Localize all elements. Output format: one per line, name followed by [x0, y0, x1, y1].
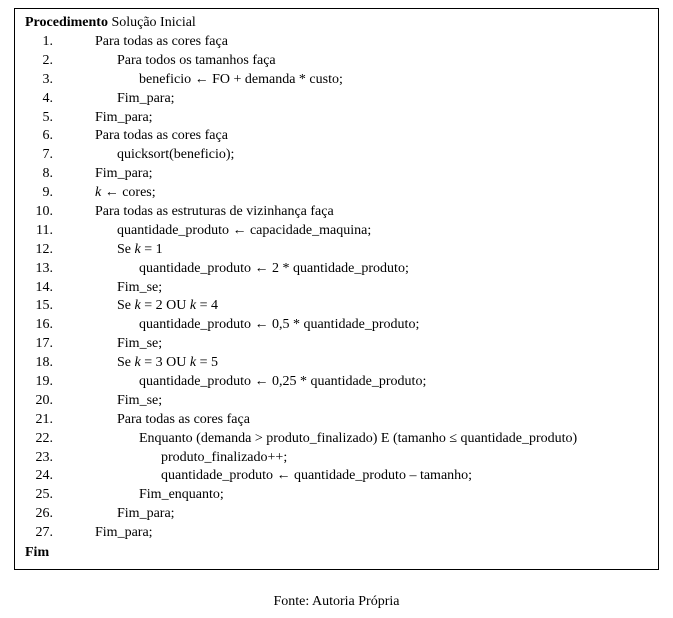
code-text: Para todas as cores faça [81, 411, 648, 430]
line-number: 14. [25, 279, 81, 298]
line-number: 20. [25, 392, 81, 411]
code-row: 25.Fim_enquanto; [25, 486, 648, 505]
line-number: 22. [25, 430, 81, 449]
code-row: 10.Para todas as estruturas de vizinhanç… [25, 203, 648, 222]
line-number: 15. [25, 297, 81, 316]
code-row: 6.Para todas as cores faça [25, 127, 648, 146]
code-text: Fim_enquanto; [81, 486, 648, 505]
line-number: 27. [25, 524, 81, 543]
code-text: quantidade_produto ← 2 * quantidade_prod… [81, 260, 648, 279]
line-number: 12. [25, 241, 81, 260]
code-row: 21.Para todas as cores faça [25, 411, 648, 430]
line-number: 18. [25, 354, 81, 373]
line-number: 16. [25, 316, 81, 335]
code-row: 18.Se k = 3 OU k = 5 [25, 354, 648, 373]
code-row: 23.produto_finalizado++; [25, 449, 648, 468]
code-row: 14.Fim_se; [25, 279, 648, 298]
code-text: Fim_para; [81, 90, 648, 109]
line-number: 9. [25, 184, 81, 203]
code-text: quantidade_produto ← capacidade_maquina; [81, 222, 648, 241]
line-number: 2. [25, 52, 81, 71]
header-line: Procedimento Solução Inicial [25, 15, 648, 31]
pseudocode-box: Procedimento Solução Inicial 1.Para toda… [14, 8, 659, 570]
line-number: 1. [25, 33, 81, 52]
header-keyword: Procedimento [25, 15, 108, 30]
code-text: quicksort(beneficio); [81, 146, 648, 165]
code-row: 5.Fim_para; [25, 109, 648, 128]
code-row: 8.Fim_para; [25, 165, 648, 184]
code-row: 4.Fim_para; [25, 90, 648, 109]
code-row: 13.quantidade_produto ← 2 * quantidade_p… [25, 260, 648, 279]
line-number: 24. [25, 467, 81, 486]
code-row: 19.quantidade_produto ← 0,25 * quantidad… [25, 373, 648, 392]
code-row: 24.quantidade_produto ← quantidade_produ… [25, 467, 648, 486]
line-number: 5. [25, 109, 81, 128]
code-text: k ← cores; [81, 184, 648, 203]
code-text: Para todas as estruturas de vizinhança f… [81, 203, 648, 222]
footer-keyword: Fim [25, 545, 648, 561]
code-text: Enquanto (demanda > produto_finalizado) … [81, 430, 648, 449]
code-text: quantidade_produto ← quantidade_produto … [81, 467, 648, 486]
line-number: 13. [25, 260, 81, 279]
code-row: 7.quicksort(beneficio); [25, 146, 648, 165]
code-row: 20.Fim_se; [25, 392, 648, 411]
code-row: 3.beneficio ← FO + demanda * custo; [25, 71, 648, 90]
code-row: 9.k ← cores; [25, 184, 648, 203]
code-row: 15.Se k = 2 OU k = 4 [25, 297, 648, 316]
code-row: 26.Fim_para; [25, 505, 648, 524]
code-lines: 1.Para todas as cores faça2.Para todos o… [25, 33, 648, 543]
code-row: 2.Para todos os tamanhos faça [25, 52, 648, 71]
code-text: Se k = 2 OU k = 4 [81, 297, 648, 316]
code-text: Fim_para; [81, 505, 648, 524]
code-text: quantidade_produto ← 0,5 * quantidade_pr… [81, 316, 648, 335]
code-row: 27.Fim_para; [25, 524, 648, 543]
line-number: 6. [25, 127, 81, 146]
header-title: Solução Inicial [111, 15, 195, 30]
code-row: 1.Para todas as cores faça [25, 33, 648, 52]
code-row: 16.quantidade_produto ← 0,5 * quantidade… [25, 316, 648, 335]
line-number: 23. [25, 449, 81, 468]
line-number: 25. [25, 486, 81, 505]
code-text: beneficio ← FO + demanda * custo; [81, 71, 648, 90]
line-number: 11. [25, 222, 81, 241]
code-row: 12.Se k = 1 [25, 241, 648, 260]
code-text: Fim_se; [81, 335, 648, 354]
code-text: Para todos os tamanhos faça [81, 52, 648, 71]
code-text: Fim_para; [81, 109, 648, 128]
code-text: Fim_se; [81, 279, 648, 298]
code-text: Para todas as cores faça [81, 33, 648, 52]
line-number: 26. [25, 505, 81, 524]
line-number: 19. [25, 373, 81, 392]
code-text: Fim_para; [81, 165, 648, 184]
code-text: quantidade_produto ← 0,25 * quantidade_p… [81, 373, 648, 392]
code-text: Fim_para; [81, 524, 648, 543]
line-number: 8. [25, 165, 81, 184]
line-number: 10. [25, 203, 81, 222]
code-text: produto_finalizado++; [81, 449, 648, 468]
code-text: Se k = 1 [81, 241, 648, 260]
code-text: Se k = 3 OU k = 5 [81, 354, 648, 373]
line-number: 7. [25, 146, 81, 165]
line-number: 4. [25, 90, 81, 109]
line-number: 21. [25, 411, 81, 430]
caption: Fonte: Autoria Própria [14, 594, 659, 610]
code-text: Para todas as cores faça [81, 127, 648, 146]
line-number: 3. [25, 71, 81, 90]
code-row: 11.quantidade_produto ← capacidade_maqui… [25, 222, 648, 241]
line-number: 17. [25, 335, 81, 354]
code-text: Fim_se; [81, 392, 648, 411]
code-row: 22.Enquanto (demanda > produto_finalizad… [25, 430, 648, 449]
code-row: 17.Fim_se; [25, 335, 648, 354]
